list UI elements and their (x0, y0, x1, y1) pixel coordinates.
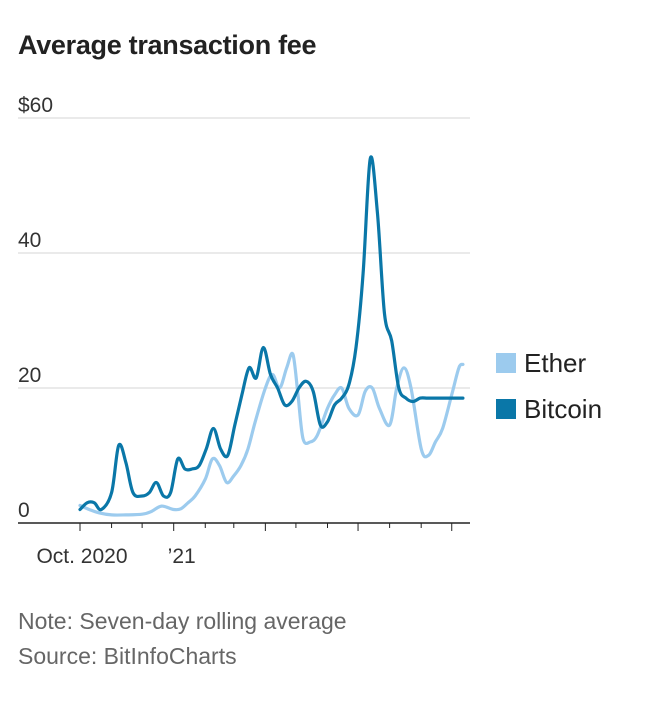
y-tick-label-0: 0 (18, 499, 30, 522)
y-tick-label-60: $60 (18, 94, 53, 117)
legend-item-bitcoin: Bitcoin (496, 386, 602, 432)
chart-notes: Note: Seven-day rolling average Source: … (18, 604, 347, 674)
legend-swatch-ether (496, 353, 516, 373)
legend: Ether Bitcoin (496, 340, 602, 432)
y-tick-label-40: 40 (18, 229, 41, 252)
y-tick-label-20: 20 (18, 364, 41, 387)
series-line-bitcoin (78, 155, 465, 512)
x-tick-label-0: Oct. 2020 (36, 545, 127, 568)
source-text: Source: BitInfoCharts (18, 643, 237, 669)
grid-lines (18, 117, 470, 389)
legend-label-ether: Ether (524, 347, 587, 378)
x-tick-label-1: ’21 (168, 545, 196, 568)
legend-label-bitcoin: Bitcoin (524, 393, 603, 424)
line-chart: 0 20 40 $60 Oct. 2020 ’21 (18, 94, 470, 568)
y-axis-tick-labels: 0 20 40 $60 (18, 94, 53, 522)
x-axis: Oct. 2020 ’21 (18, 522, 470, 568)
series-line-ether (78, 351, 465, 517)
legend-swatch-bitcoin (496, 399, 516, 419)
chart-title: Average transaction fee (18, 30, 317, 60)
series-lines (78, 155, 465, 517)
note-text: Note: Seven-day rolling average (18, 608, 347, 634)
legend-item-ether: Ether (496, 340, 602, 386)
